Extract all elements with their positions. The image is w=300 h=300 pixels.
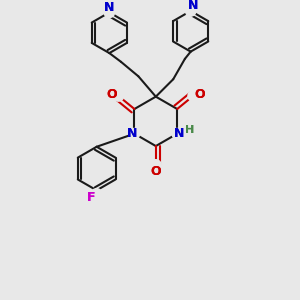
Circle shape bbox=[92, 189, 102, 199]
Text: N: N bbox=[188, 0, 198, 12]
Text: O: O bbox=[194, 88, 205, 101]
Text: N: N bbox=[188, 0, 198, 12]
Text: H: H bbox=[185, 125, 194, 135]
Circle shape bbox=[113, 91, 124, 101]
Circle shape bbox=[104, 7, 115, 18]
Text: N: N bbox=[127, 127, 137, 140]
Text: O: O bbox=[151, 165, 161, 178]
Text: N: N bbox=[174, 127, 185, 140]
Text: F: F bbox=[87, 191, 96, 204]
Circle shape bbox=[185, 6, 196, 16]
Text: H: H bbox=[185, 125, 194, 135]
Circle shape bbox=[172, 128, 182, 139]
Text: O: O bbox=[107, 88, 117, 101]
Text: O: O bbox=[194, 88, 205, 101]
Text: F: F bbox=[87, 191, 96, 204]
Text: O: O bbox=[107, 88, 117, 101]
Text: O: O bbox=[151, 165, 161, 178]
Text: N: N bbox=[104, 1, 115, 14]
Circle shape bbox=[188, 91, 198, 101]
Text: N: N bbox=[104, 1, 115, 14]
Circle shape bbox=[151, 160, 161, 170]
Text: N: N bbox=[174, 127, 185, 140]
Text: N: N bbox=[127, 127, 137, 140]
Circle shape bbox=[129, 128, 140, 139]
